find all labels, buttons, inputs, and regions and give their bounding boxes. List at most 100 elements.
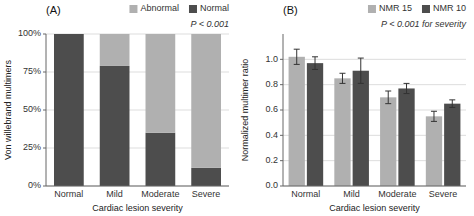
error-cap <box>385 103 391 104</box>
x-tick-label: Severe <box>429 189 458 199</box>
legend-label: NMR 10 <box>433 3 466 13</box>
x-tick-label: Severe <box>192 189 221 199</box>
y-tick-label: 50% <box>23 104 41 114</box>
y-axis-label: Normalized multimer ratio <box>240 59 250 162</box>
error-cap <box>404 83 410 84</box>
legend: NMR 15 NMR 10 <box>368 3 466 13</box>
error-bar <box>449 100 455 108</box>
marks <box>289 49 461 186</box>
error-line <box>388 91 389 104</box>
y-tick-label: 0.0 <box>265 180 278 190</box>
error-line <box>406 83 407 93</box>
y-tick-label: 0.2 <box>265 155 278 165</box>
bar <box>146 133 176 186</box>
bar <box>289 57 305 186</box>
error-line <box>360 58 361 83</box>
legend-item: NMR 15 <box>368 3 412 13</box>
y-tick-label: 0% <box>28 180 41 190</box>
error-cap <box>339 73 345 74</box>
legend-label: NMR 15 <box>379 3 412 13</box>
x-tick-label: Normal <box>54 189 83 199</box>
legend-swatch <box>368 5 376 13</box>
marks <box>54 34 221 186</box>
error-bar <box>312 57 318 70</box>
x-axis-label: Cardiac lesion severity <box>92 203 183 213</box>
bar <box>398 88 414 186</box>
x-tick-label: Moderate <box>378 189 416 199</box>
x-axis-label: Cardiac lesion severity <box>329 203 420 213</box>
legend-label: Abnormal <box>140 3 179 13</box>
legend-item: Normal <box>189 3 229 13</box>
error-cap <box>312 56 318 57</box>
error-bar <box>385 91 391 104</box>
error-bar <box>294 49 300 64</box>
error-bar <box>431 111 437 121</box>
y-tick-label: 100% <box>18 28 41 38</box>
error-cap <box>385 91 391 92</box>
annotation: P < 0.001 for severity <box>381 19 466 29</box>
bar <box>54 34 84 35</box>
error-line <box>433 111 434 121</box>
y-tick-label: 75% <box>23 66 41 76</box>
y-tick-label: 1.0 <box>265 54 278 64</box>
legend-swatch <box>129 5 137 13</box>
x-tick-label: Moderate <box>141 189 179 199</box>
legend-item: Abnormal <box>129 3 179 13</box>
error-cap <box>358 58 364 59</box>
bar <box>353 71 369 186</box>
bar <box>334 78 350 186</box>
chart-svg: 0% 25% 50% 75% 100% Normal Mild Moderate Severe C… <box>0 0 474 216</box>
error-bar <box>404 83 410 93</box>
y-axis-label: Von willebrand multimers <box>3 59 13 160</box>
bar <box>307 63 323 186</box>
error-cap <box>312 69 318 70</box>
error-cap <box>404 93 410 94</box>
grid-line <box>283 59 466 60</box>
bar <box>191 168 221 186</box>
error-cap <box>294 49 300 50</box>
error-cap <box>449 99 455 100</box>
error-line <box>296 49 297 64</box>
bar <box>54 34 84 186</box>
x-tick-label: Normal <box>291 189 320 199</box>
annotation: P < 0.001 <box>191 19 229 29</box>
y-tick-label: 0.6 <box>265 104 278 114</box>
bar <box>146 34 176 133</box>
bar <box>426 116 442 186</box>
error-line <box>342 73 343 83</box>
panel: 0% 25% 50% 75% 100% Normal Mild Moderate Severe C… <box>3 3 229 213</box>
y-tick-label: 0.8 <box>265 79 278 89</box>
title: (B) <box>283 4 298 16</box>
y-tick-label: 0.4 <box>265 130 278 140</box>
background <box>0 0 474 216</box>
error-bar <box>339 73 345 83</box>
error-line <box>452 100 453 108</box>
y-axis <box>283 34 284 186</box>
y-tick-label: 25% <box>23 142 41 152</box>
grid-line <box>46 186 229 187</box>
grid-line <box>283 186 466 187</box>
bar <box>380 97 396 186</box>
error-cap <box>431 111 437 112</box>
error-cap <box>294 64 300 65</box>
bar <box>444 104 460 186</box>
x-tick-label: Mild <box>343 189 360 199</box>
legend-swatch <box>422 5 430 13</box>
x-tick-label: Mild <box>106 189 123 199</box>
legend: Abnormal Normal <box>129 3 229 13</box>
legend-item: NMR 10 <box>422 3 466 13</box>
bar <box>100 66 130 186</box>
error-cap <box>449 107 455 108</box>
error-line <box>315 57 316 70</box>
y-axis <box>46 34 47 186</box>
error-bar <box>358 58 364 83</box>
error-cap <box>339 83 345 84</box>
panel: 0.0 0.2 0.4 0.6 0.8 1.0 Normal Mild Moderate Seve… <box>240 3 466 213</box>
x-axis <box>46 186 229 187</box>
bar <box>100 34 130 66</box>
legend-swatch <box>189 5 197 13</box>
error-cap <box>431 121 437 122</box>
error-cap <box>358 83 364 84</box>
bar <box>191 34 221 168</box>
legend-label: Normal <box>200 3 229 13</box>
